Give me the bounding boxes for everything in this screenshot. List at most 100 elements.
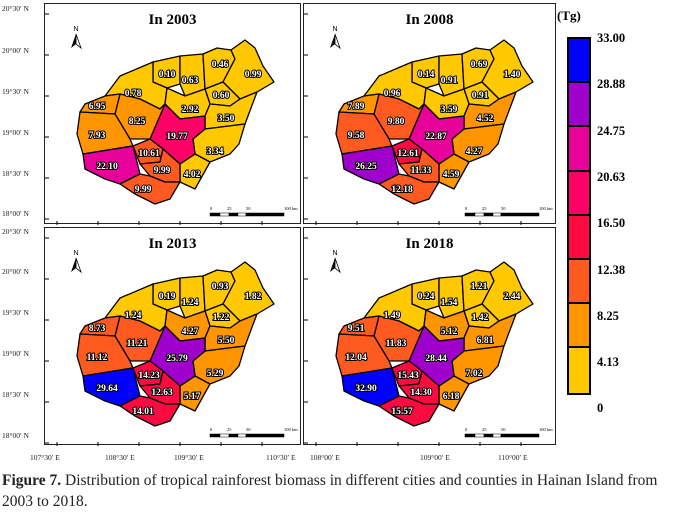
scale-label: 100 km xyxy=(284,206,298,211)
legend-tick-label: 24.75 xyxy=(597,123,626,138)
regions-group: 0.14 0.91 0.69 1.40 0.96 0.91 3.59 4.52 4.27 4.59… xyxy=(335,39,534,205)
county-value-label: 4.02 xyxy=(184,170,201,180)
county-value-label: 29.64 xyxy=(96,384,118,394)
county-value-label: 5.12 xyxy=(441,327,458,337)
scale-bar-segment xyxy=(464,212,476,217)
north-label: N xyxy=(332,26,337,33)
scale-bar-segment xyxy=(228,433,239,438)
legend-tick-label: 16.50 xyxy=(597,216,626,231)
scale-label: 0 xyxy=(210,427,213,432)
county-value-label: 1.42 xyxy=(472,313,489,323)
county-region xyxy=(378,395,440,427)
legend-tick-label: 12.38 xyxy=(597,262,626,277)
north-arrow-icon xyxy=(75,33,82,50)
scale-bar-segment xyxy=(209,433,221,438)
caption-text: Distribution of tropical rainforest biom… xyxy=(2,472,658,510)
legend-swatch xyxy=(569,215,589,260)
county-value-label: 0.91 xyxy=(441,76,458,86)
county-value-label: 8.25 xyxy=(129,117,146,127)
county-value-label: 11.33 xyxy=(411,166,432,176)
lat-label: 19°30′ N xyxy=(2,87,29,96)
map-panel-2013: 0.19 1.24 0.93 1.82 1.24 1.22 4.27 5.50 5.29 5.17… xyxy=(44,227,301,446)
scale-label: 25 xyxy=(482,427,487,432)
county-value-label: 5.17 xyxy=(184,392,201,402)
lat-label: 18°30′ N xyxy=(2,169,29,178)
scale-bar-segment xyxy=(500,433,540,438)
lat-label: 18°00′ N xyxy=(2,209,29,218)
county-region xyxy=(119,173,181,205)
county-value-label: 1.22 xyxy=(213,313,230,323)
county-value-label: 4.59 xyxy=(443,170,460,180)
caption-label: Figure 7. xyxy=(2,472,62,489)
legend-swatch xyxy=(569,304,589,349)
county-value-label: 3.59 xyxy=(441,105,458,115)
county-value-label: 11.83 xyxy=(386,339,407,349)
lon-label: 109°30′ E xyxy=(174,453,204,462)
county-value-label: 1.24 xyxy=(182,298,199,308)
county-value-label: 0.91 xyxy=(472,91,489,101)
scale-label: 25 xyxy=(482,206,487,211)
lat-label: 18°30′ N xyxy=(2,390,29,399)
county-value-label: 0.19 xyxy=(159,292,176,302)
county-value-label: 7.02 xyxy=(466,369,483,379)
county-value-label: 2.92 xyxy=(182,105,199,115)
regions-group: 0.10 0.63 0.46 0.99 0.78 0.60 2.92 3.50 3.34 4.02… xyxy=(76,39,275,205)
county-value-label: 6.95 xyxy=(89,102,106,112)
panel-title: In 2013 xyxy=(148,236,197,252)
scale-bar-segment xyxy=(228,212,239,217)
lon-label: 110°00′ E xyxy=(498,453,528,462)
legend-tick-label: 0 xyxy=(597,401,604,416)
legend-swatch xyxy=(569,39,589,84)
lon-label: 110°30′ E xyxy=(266,453,296,462)
county-value-label: 6.18 xyxy=(443,392,460,402)
panel-title: In 2018 xyxy=(405,236,454,252)
north-arrow-icon xyxy=(75,257,82,274)
panel-title: In 2003 xyxy=(148,12,197,28)
scale-bar-segment xyxy=(245,433,285,438)
county-value-label: 0.69 xyxy=(471,60,488,70)
lat-label: 19°30′ N xyxy=(2,308,29,317)
legend-tick-label: 8.25 xyxy=(597,308,619,323)
county-value-label: 12.63 xyxy=(151,388,173,398)
scale-bar-segment xyxy=(483,433,494,438)
county-value-label: 0.63 xyxy=(182,76,199,86)
county-value-label: 4.27 xyxy=(466,147,483,157)
north-arrow-icon xyxy=(330,34,335,48)
north-arrow-icon xyxy=(330,258,335,272)
north-arrow-icon xyxy=(334,33,341,50)
scale-label: 50 xyxy=(501,206,506,211)
figure-caption: Figure 7. Distribution of tropical rainf… xyxy=(2,470,692,512)
north-arrow-icon xyxy=(334,257,341,274)
county-value-label: 5.50 xyxy=(218,336,235,346)
lat-label: 19°00′ N xyxy=(2,349,29,358)
hainan-choropleth-map: 0.10 0.63 0.46 0.99 0.78 0.60 2.92 3.50 3.34 4.02… xyxy=(45,13,298,225)
county-value-label: 19.77 xyxy=(166,132,188,142)
county-value-label: 22.10 xyxy=(96,162,118,172)
county-value-label: 25.79 xyxy=(166,354,188,364)
scale-label: 0 xyxy=(465,427,468,432)
legend-unit: (Tg) xyxy=(557,8,581,23)
county-value-label: 9.51 xyxy=(348,324,365,334)
lon-label: 109°00′ E xyxy=(420,453,450,462)
north-arrow-icon xyxy=(71,258,76,272)
scale-label: 0 xyxy=(210,206,213,211)
county-value-label: 0.60 xyxy=(213,91,230,101)
county-region xyxy=(119,395,181,427)
county-value-label: 0.24 xyxy=(418,292,435,302)
map-panel-2008: 0.14 0.91 0.69 1.40 0.96 0.91 3.59 4.52 4.27 4.59… xyxy=(303,3,556,225)
county-value-label: 12.18 xyxy=(391,185,413,195)
county-value-label: 1.40 xyxy=(504,70,521,80)
hainan-choropleth-map: 0.14 0.91 0.69 1.40 0.96 0.91 3.59 4.52 4.27 4.59… xyxy=(304,13,553,225)
scale-bar-segment xyxy=(492,212,502,217)
scale-bar-segment xyxy=(492,433,502,438)
county-value-label: 9.58 xyxy=(348,131,365,141)
scale-label: 100 km xyxy=(539,206,553,211)
scale-bar-segment xyxy=(474,212,485,217)
lon-label: 108°30′ E xyxy=(105,453,135,462)
legend-color-bar xyxy=(567,37,591,395)
county-value-label: 0.14 xyxy=(418,70,435,80)
scale-bar-segment xyxy=(219,212,230,217)
legend-swatch xyxy=(569,83,589,128)
county-value-label: 9.99 xyxy=(135,185,152,195)
scale-bar-segment xyxy=(245,212,285,217)
